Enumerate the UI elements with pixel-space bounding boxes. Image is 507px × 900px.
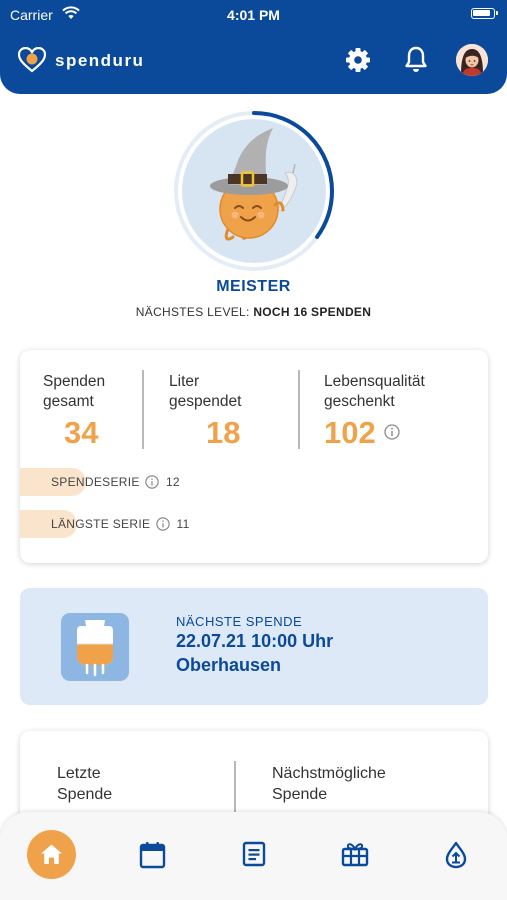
next-donation-card[interactable]: NÄCHSTE SPENDE 22.07.21 10:00 Uhr Oberha… (20, 588, 488, 705)
stat-total-label-1: Spenden (43, 373, 106, 390)
stat-liters-value: 18 (206, 415, 241, 450)
next-possible-label-2: Spende (272, 786, 328, 803)
dates-divider (234, 761, 236, 816)
app-header: spenduru (0, 30, 507, 94)
level-progress-ring (174, 111, 334, 271)
info-icon[interactable] (156, 517, 170, 531)
notification-bell-icon[interactable] (404, 46, 428, 74)
next-possible-donation: Nächstmögliche Spende (272, 763, 386, 805)
stat-quality-label-1: Lebensqualität (324, 373, 425, 390)
stat-liters-donated: Liter gespendet 18 (169, 372, 241, 451)
next-donation-date: 22.07.21 10:00 Uhr (176, 631, 334, 651)
carrier-label: Carrier (10, 7, 53, 23)
next-donation-label: NÄCHSTE SPENDE (176, 614, 303, 629)
blood-bag-tile (61, 613, 129, 681)
donation-streak-text: SPENDESERIE 12 (51, 475, 180, 489)
stat-total-value: 34 (64, 415, 99, 450)
status-time: 4:01 PM (227, 7, 280, 23)
longest-streak-label: LÄNGSTE SERIE (51, 517, 151, 531)
stat-life-quality: Lebensqualität geschenkt 102 (324, 372, 425, 451)
bottom-navigation (0, 812, 507, 900)
longest-streak-row: LÄNGSTE SERIE 11 (20, 510, 320, 538)
info-icon[interactable] (384, 424, 401, 440)
last-donation-label-2: Spende (57, 786, 113, 803)
user-avatar[interactable] (456, 44, 488, 76)
donation-streak-bar (20, 468, 86, 496)
donation-streak-label: SPENDESERIE (51, 475, 140, 489)
info-icon[interactable] (145, 475, 160, 489)
blood-drop-icon[interactable] (444, 841, 468, 869)
user-portrait-icon (456, 44, 488, 76)
stat-total-donations: Spenden gesamt 34 (43, 372, 105, 451)
stat-total-label-2: gesamt (43, 393, 94, 410)
heart-logo-icon (18, 47, 46, 73)
stat-divider (298, 370, 300, 449)
last-donation-label-1: Letzte (57, 765, 101, 782)
stat-liters-label-1: Liter (169, 373, 200, 390)
home-icon (41, 844, 62, 864)
next-donation-place: Oberhausen (176, 655, 282, 675)
calendar-icon[interactable] (139, 841, 166, 869)
blood-bag-icon (77, 620, 113, 677)
stat-divider (142, 370, 144, 449)
stat-quality-row: 102 (324, 415, 425, 451)
longest-streak-text: LÄNGSTE SERIE 11 (51, 517, 190, 531)
news-icon[interactable] (242, 841, 266, 867)
level-progress-arc (174, 111, 334, 271)
next-level-label: NÄCHSTES LEVEL: (135, 305, 250, 319)
settings-icon[interactable] (345, 47, 371, 73)
stat-quality-label-2: geschenkt (324, 393, 395, 410)
stats-card: Spenden gesamt 34 Liter gespendet 18 Leb… (20, 350, 488, 563)
battery-icon (471, 8, 498, 19)
nav-home-button[interactable] (27, 830, 76, 879)
stat-quality-value: 102 (324, 415, 376, 450)
app-logo-text: spenduru (55, 51, 145, 70)
next-level-info: NÄCHSTES LEVEL: NOCH 16 SPENDEN (0, 305, 507, 319)
gift-icon[interactable] (341, 841, 369, 867)
donation-streak-row: SPENDESERIE 12 (20, 468, 320, 496)
status-bar: Carrier 4:01 PM (0, 0, 507, 30)
donation-streak-value: 12 (165, 475, 180, 489)
last-donation: Letzte Spende (57, 763, 112, 805)
longest-streak-value: 11 (176, 517, 190, 531)
wizard-mascot-icon (210, 128, 298, 241)
wifi-icon (62, 6, 80, 19)
next-level-value: NOCH 16 SPENDEN (253, 305, 372, 319)
stat-liters-label-2: gespendet (169, 393, 242, 410)
level-title: MEISTER (216, 278, 291, 295)
longest-streak-bar (20, 510, 77, 538)
next-possible-label-1: Nächstmögliche (272, 765, 386, 782)
